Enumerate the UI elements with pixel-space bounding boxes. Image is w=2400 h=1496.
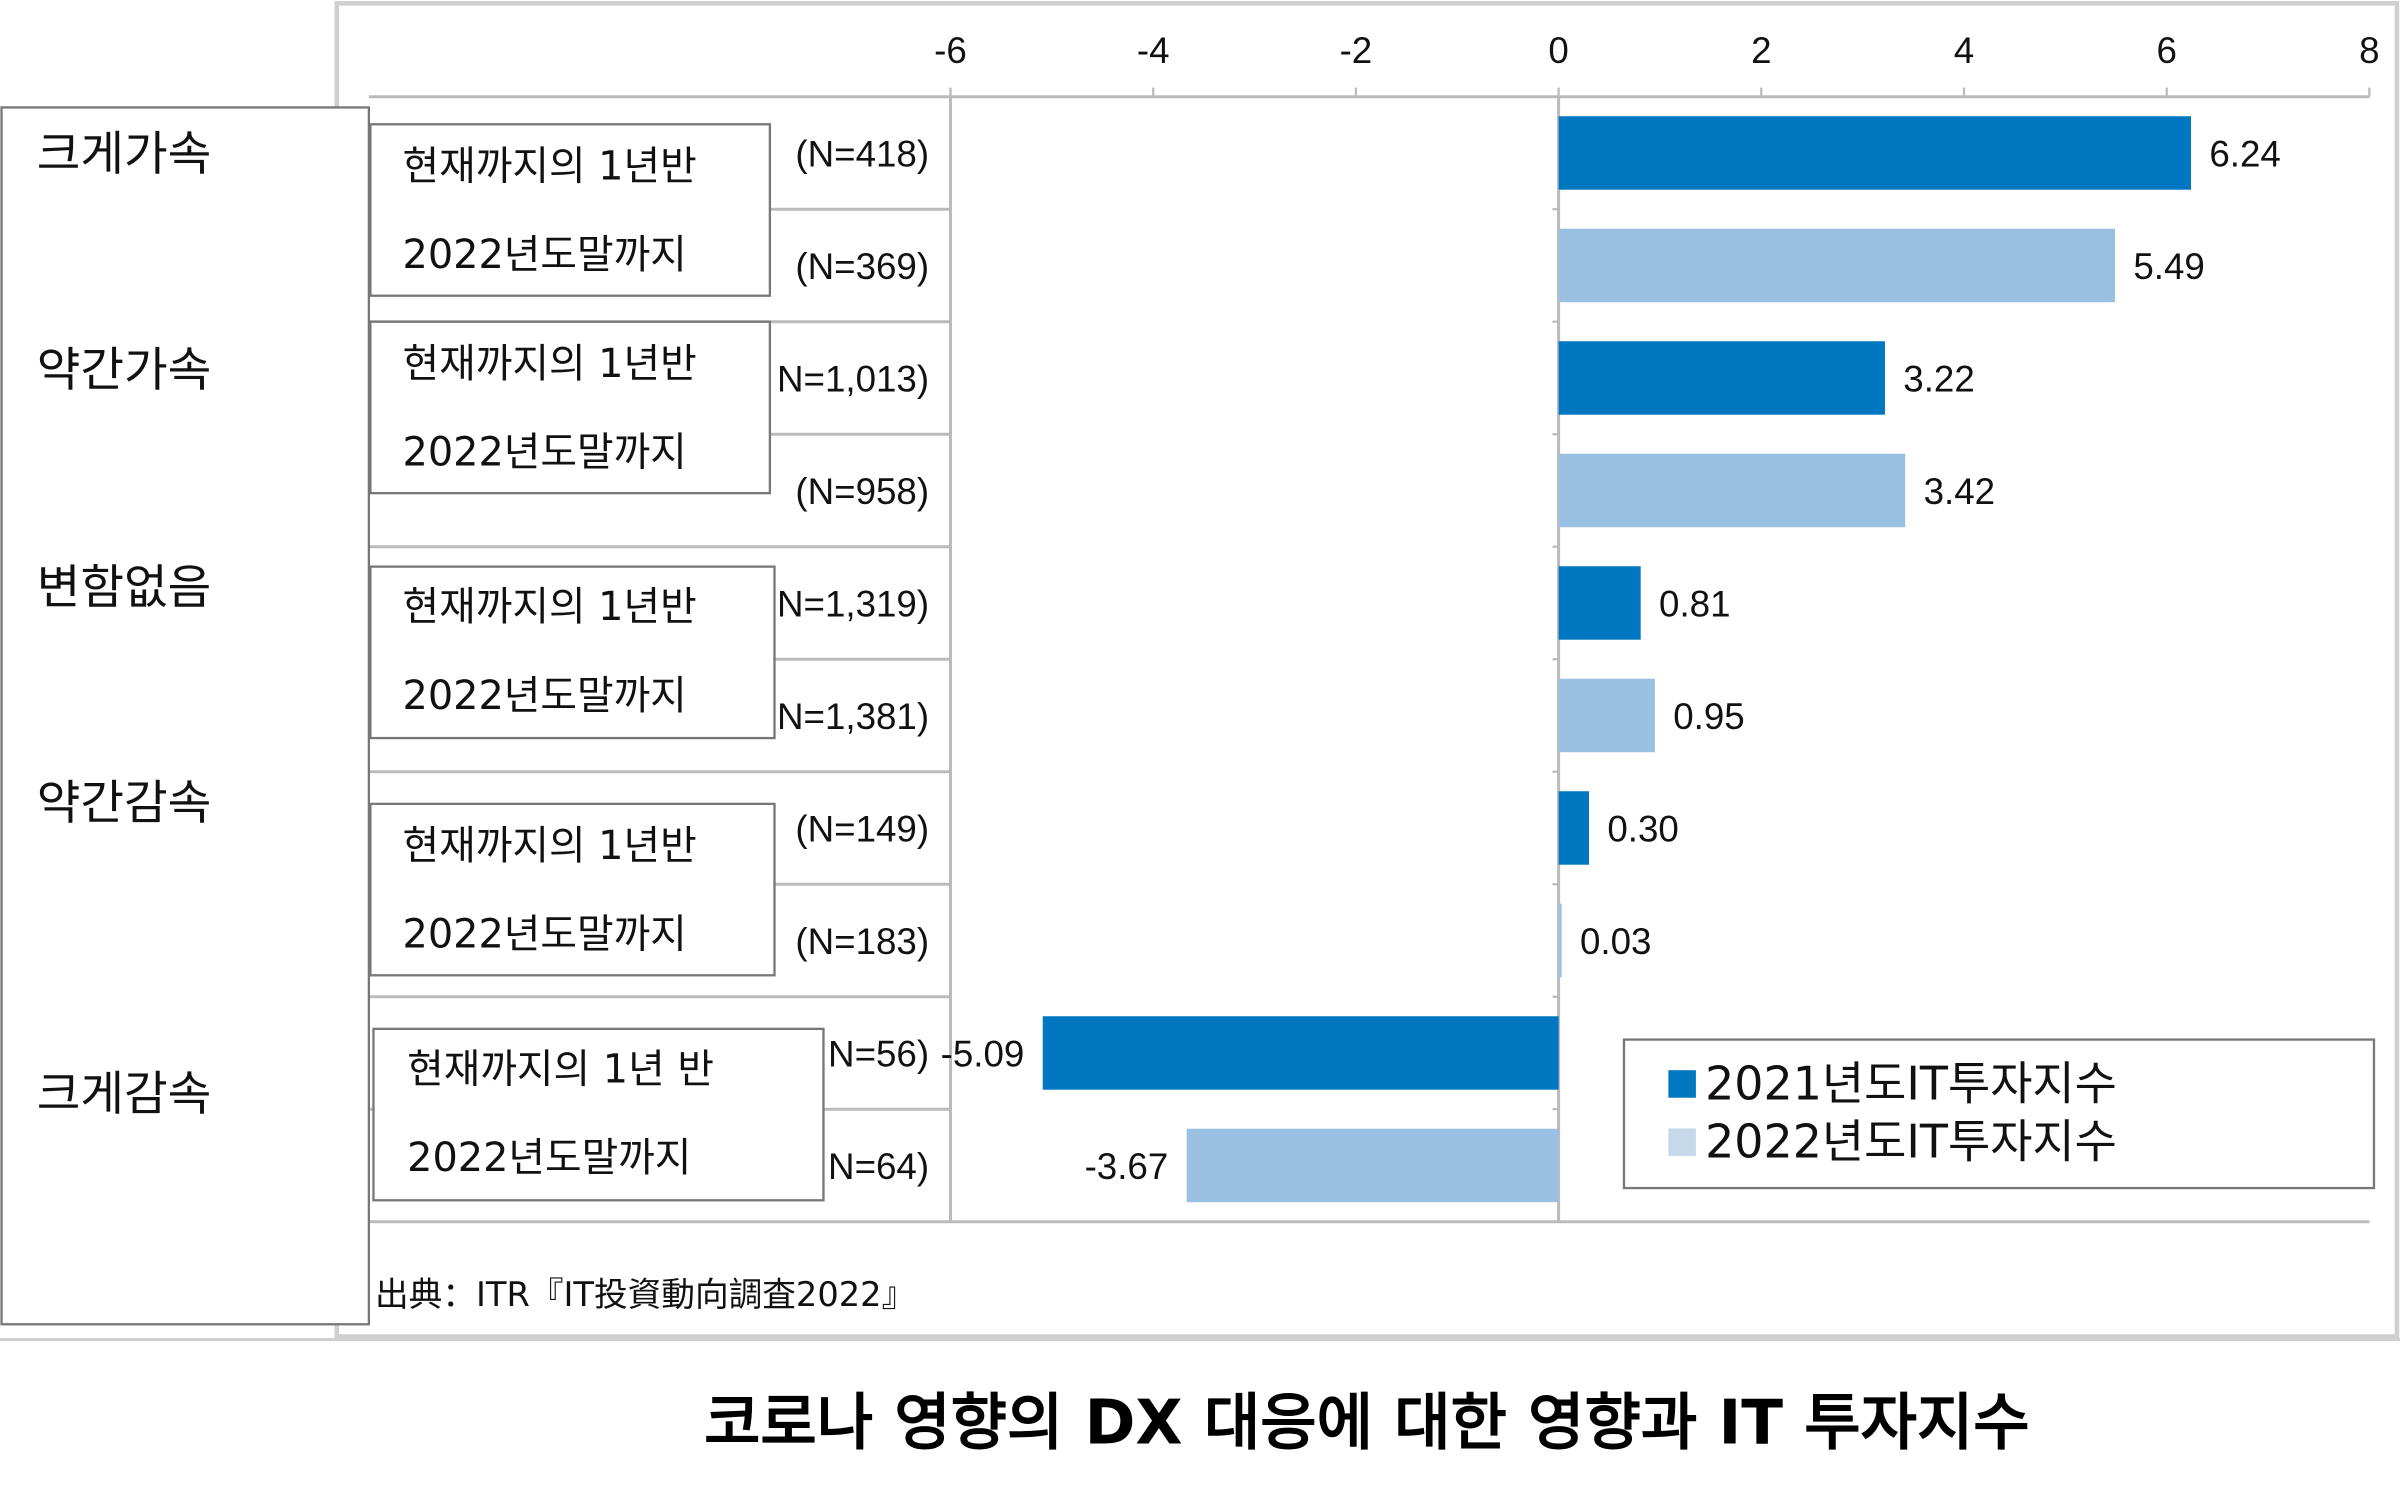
period-box: [369, 565, 776, 740]
x-tick-label: -2: [1340, 30, 1373, 71]
data-label: 0.81: [1659, 584, 1730, 625]
period-label: 2022년도말까지: [403, 232, 687, 278]
x-tick-label: 2: [1751, 30, 1771, 71]
legend-label-2021: 2021년도IT투자지수: [1705, 1056, 2117, 1110]
period-label: 현재까지의 1년반: [403, 584, 697, 630]
n-label: N=1,381): [777, 696, 929, 737]
group-label: 약간감속: [37, 776, 212, 831]
period-label: 2022년도말까지: [407, 1135, 691, 1181]
data-label: 0.03: [1580, 921, 1651, 962]
legend-swatch-2021: [1668, 1070, 1696, 1098]
x-tick-label: 8: [2359, 30, 2379, 71]
x-tick-label: -6: [934, 30, 967, 71]
chart-title: 코로나 영향의 DX 대응에 대한 영향과 IT 투자지수: [704, 1388, 2030, 1459]
data-label: -3.67: [1085, 1146, 1169, 1187]
data-label: -5.09: [941, 1034, 1025, 1075]
group-label: 크게감속: [37, 1067, 212, 1122]
period-label: 현재까지의 1년반: [403, 823, 697, 869]
data-label: 6.24: [2209, 134, 2280, 175]
n-label: (N=149): [795, 809, 929, 850]
x-tick-label: -4: [1137, 30, 1170, 71]
bar: [1186, 1128, 1559, 1203]
data-label: 5.49: [2133, 246, 2204, 287]
bar: [1042, 1016, 1559, 1090]
data-label: 3.42: [1924, 471, 1995, 512]
period-box: [372, 1027, 825, 1202]
period-label: 현재까지의 1년 반: [407, 1046, 714, 1092]
n-label: (N=183): [795, 921, 929, 962]
n-label: N=1,013): [777, 359, 929, 400]
bar: [1558, 791, 1590, 865]
bar: [1558, 341, 1885, 415]
group-label: 변함없음: [37, 560, 212, 615]
n-label: N=56): [828, 1034, 929, 1075]
period-box: [369, 123, 772, 297]
period-label: 2022년도말까지: [403, 673, 687, 719]
bar: [1558, 228, 2116, 303]
bar: [1558, 566, 1641, 640]
bars: 6.24 (N=418) 5.49 (N=369) 3.22 N=1,013) 3.42 (N…: [777, 116, 2281, 1203]
period-label: 현재까지의 1년반: [403, 341, 697, 387]
bar: [1558, 678, 1655, 753]
period-label: 현재까지의 1년반: [403, 143, 697, 189]
source-note: 出典：ITR『IT投資動向調査2022』: [375, 1275, 915, 1314]
n-label: (N=418): [795, 134, 929, 175]
period-label: 2022년도말까지: [403, 430, 687, 476]
data-label: 0.95: [1673, 696, 1744, 737]
group-label: 약간가속: [37, 343, 212, 398]
bar: [1558, 903, 1562, 978]
period-box: [369, 320, 772, 495]
period-label: 2022년도말까지: [403, 912, 687, 958]
period-box: [369, 802, 776, 977]
bar: [1558, 116, 2192, 190]
data-label: 3.22: [1903, 359, 1974, 400]
n-label: N=64): [828, 1146, 929, 1187]
n-label: N=1,319): [777, 584, 929, 625]
x-tick-label: 6: [2156, 30, 2176, 71]
n-label: (N=369): [795, 246, 929, 287]
n-label: (N=958): [795, 471, 929, 512]
data-label: 0.30: [1607, 809, 1678, 850]
bar: [1558, 453, 1906, 528]
legend-label-2022: 2022년도IT투자지수: [1705, 1114, 2117, 1168]
legend: 2021년도IT투자지수 2022년도IT투자지수: [1622, 1038, 2376, 1190]
group-label-box: [0, 106, 371, 1326]
x-tick-label: 0: [1548, 30, 1568, 71]
group-label: 크게가속: [37, 127, 212, 182]
x-tick-label: 4: [1954, 30, 1974, 71]
legend-swatch-2022: [1668, 1128, 1696, 1156]
